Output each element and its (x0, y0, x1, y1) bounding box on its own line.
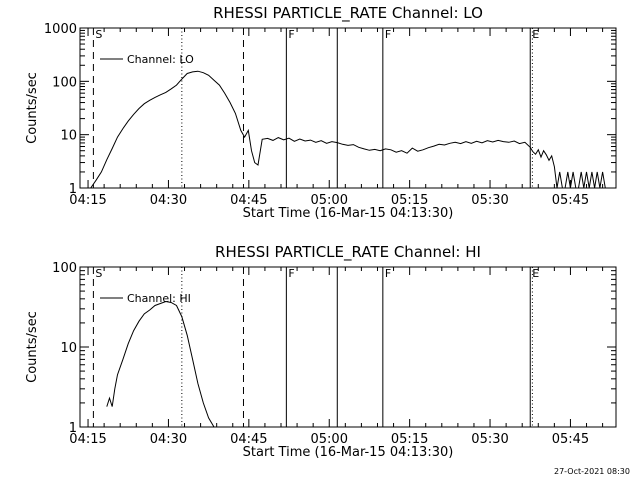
event-marker-label-S: S (95, 267, 102, 280)
x-tick-label: 05:45 (552, 193, 589, 208)
event-marker-label-E: E (532, 267, 539, 280)
x-tick-label: 04:15 (69, 193, 106, 208)
x-tick-label: 04:30 (150, 432, 187, 447)
x-axis-label: Start Time (16-Mar-15 04:13:30) (243, 445, 454, 460)
event-marker-label-F: F (288, 28, 294, 41)
chart-title: RHESSI PARTICLE_RATE Channel: LO (213, 4, 483, 23)
x-tick-label: 04:45 (230, 193, 267, 208)
y-axis-label: Counts/sec (25, 72, 40, 144)
x-tick-label: 05:15 (391, 432, 428, 447)
x-tick-label: 05:30 (471, 193, 508, 208)
x-tick-label: 04:15 (69, 432, 106, 447)
event-marker-label-F: F (385, 267, 391, 280)
event-markers (92, 267, 533, 427)
x-tick-label: 04:30 (150, 193, 187, 208)
legend-label: Channel: HI (127, 292, 191, 305)
x-tick-label: 05:15 (391, 193, 428, 208)
y-tick-label: 1000 (44, 22, 77, 37)
data-series-line (90, 70, 606, 188)
y-tick-label: 1 (69, 421, 77, 436)
legend-label: Channel: LO (127, 53, 194, 66)
x-tick-label: 04:45 (230, 432, 267, 447)
event-marker-label-S: S (95, 28, 102, 41)
chart-title: RHESSI PARTICLE_RATE Channel: HI (215, 243, 481, 262)
event-marker-label-E: E (532, 28, 539, 41)
y-tick-label: 1 (69, 182, 77, 197)
y-axis-label: Counts/sec (25, 311, 40, 383)
y-tick-label: 10 (60, 341, 77, 356)
x-tick-label: 05:00 (311, 193, 348, 208)
y-tick-label: 100 (52, 75, 77, 90)
event-marker-label-F: F (288, 267, 294, 280)
x-tick-label: 05:45 (552, 432, 589, 447)
event-markers (92, 28, 533, 188)
x-axis-label: Start Time (16-Mar-15 04:13:30) (243, 206, 454, 221)
footer-timestamp: 27-Oct-2021 08:30 (554, 467, 630, 476)
plot-frame (79, 27, 617, 189)
plot-frame (79, 266, 617, 428)
x-tick-label: 05:30 (471, 432, 508, 447)
data-series-line (106, 300, 215, 427)
y-tick-label: 10 (60, 129, 77, 144)
event-marker-label-F: F (385, 28, 391, 41)
y-tick-label: 100 (52, 261, 77, 276)
chart-panel-1: RHESSI PARTICLE_RATE Channel: LO S F F E 04:1… (25, 4, 617, 221)
x-tick-label: 05:00 (311, 432, 348, 447)
chart-panel-2: RHESSI PARTICLE_RATE Channel: HI S F F E 04:1… (25, 243, 617, 460)
